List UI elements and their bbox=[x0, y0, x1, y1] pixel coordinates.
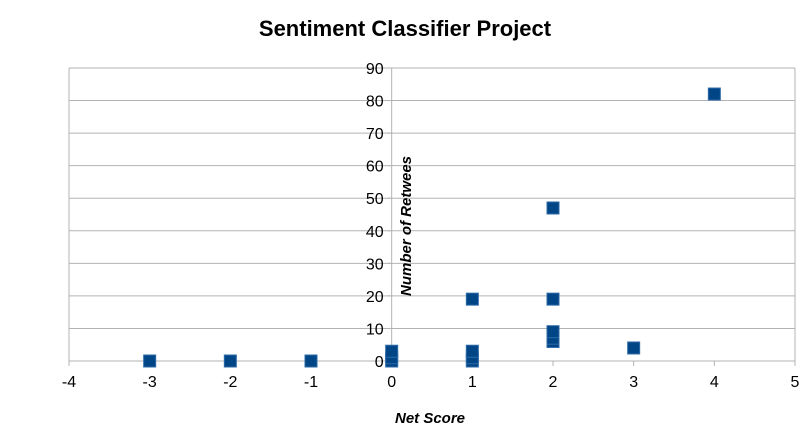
data-points bbox=[143, 87, 721, 368]
data-point bbox=[546, 325, 560, 339]
x-tick-label: -4 bbox=[62, 374, 76, 391]
x-tick-label: 3 bbox=[629, 374, 638, 391]
data-point bbox=[546, 201, 560, 215]
y-tick-label: 40 bbox=[366, 224, 384, 241]
y-tick-label: 80 bbox=[366, 94, 384, 111]
data-point bbox=[707, 87, 721, 101]
y-tick-label: 20 bbox=[366, 289, 384, 306]
y-tick-label: 30 bbox=[366, 256, 384, 273]
x-tick-label: -2 bbox=[223, 374, 237, 391]
x-tick-label: -1 bbox=[304, 374, 318, 391]
x-tick-label: 4 bbox=[710, 374, 719, 391]
data-point bbox=[143, 354, 157, 368]
data-point bbox=[465, 292, 479, 306]
y-tick-label: 50 bbox=[366, 191, 384, 208]
y-tick-label: 60 bbox=[366, 159, 384, 176]
data-point bbox=[385, 344, 399, 358]
x-tick-label: 0 bbox=[387, 374, 396, 391]
chart-title: Sentiment Classifier Project bbox=[259, 16, 552, 41]
y-tick-label: 10 bbox=[366, 321, 384, 338]
y-tick-label: 0 bbox=[375, 354, 384, 371]
data-point bbox=[223, 354, 237, 368]
data-point bbox=[465, 344, 479, 358]
y-axis-label: Number of Retwees bbox=[398, 156, 415, 296]
data-point bbox=[546, 292, 560, 306]
x-tick-label: 5 bbox=[791, 374, 800, 391]
data-point bbox=[627, 341, 641, 355]
tick-labels: 0 10 20 30 40 50 60 70 80 90 -4 -3 -2 -1 0 1 2 3 4 5 bbox=[62, 61, 800, 391]
x-tick-label: -3 bbox=[143, 374, 157, 391]
x-tick-label: 1 bbox=[468, 374, 477, 391]
grid bbox=[68, 67, 796, 361]
y-tick-label: 90 bbox=[366, 61, 384, 78]
y-tick-label: 70 bbox=[366, 126, 384, 143]
data-point bbox=[304, 354, 318, 368]
x-tick-label: 2 bbox=[549, 374, 558, 391]
x-axis-label: Net Score bbox=[395, 410, 465, 427]
axes bbox=[68, 67, 796, 366]
